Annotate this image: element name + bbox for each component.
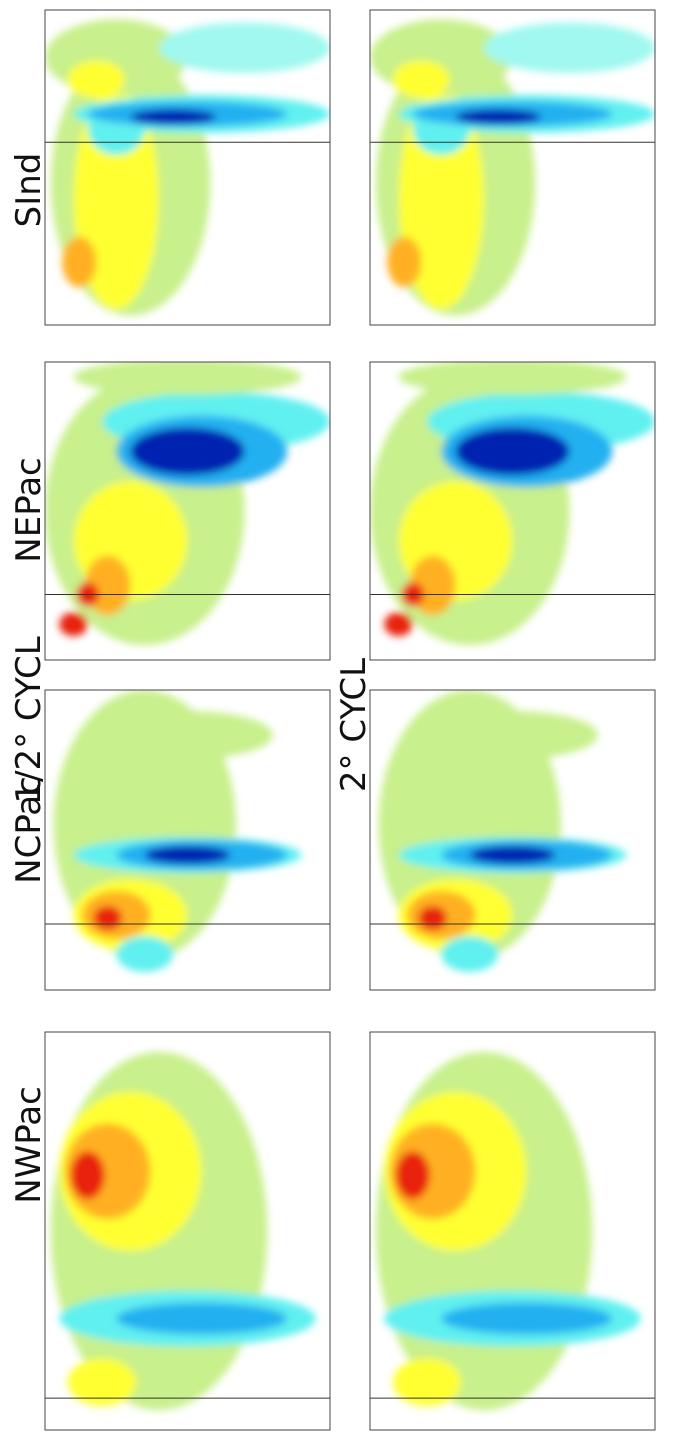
contour-blob xyxy=(469,846,556,864)
contour-blob xyxy=(392,1358,462,1407)
contour-panel xyxy=(44,9,331,326)
contour-panel xyxy=(44,1031,331,1431)
contour-blob xyxy=(62,236,97,288)
contour-blob xyxy=(144,846,231,864)
contour-blob xyxy=(93,906,122,930)
contour-blob xyxy=(392,60,450,99)
contour-panel xyxy=(369,9,656,326)
contour-blob xyxy=(418,906,447,930)
row-label: 2° CYCL xyxy=(334,658,374,792)
panel-frame xyxy=(369,1031,656,1431)
contours xyxy=(45,362,330,646)
panel-frame xyxy=(44,689,331,991)
region-label: NEPac xyxy=(9,457,49,562)
contour-panel xyxy=(44,689,331,991)
contour-blob xyxy=(67,1358,137,1407)
contour-blob xyxy=(59,612,88,637)
contour-blob xyxy=(484,22,655,73)
contour-panel xyxy=(369,361,656,661)
panel-frame xyxy=(44,1031,331,1431)
panel-frame xyxy=(44,9,331,326)
region-label: NWPac xyxy=(9,1086,49,1204)
region-label: SInd xyxy=(9,153,49,228)
row-label: 1/2° CYCL xyxy=(9,636,49,803)
contour-blob xyxy=(159,22,330,73)
contour-blob xyxy=(116,936,174,972)
panel-frame xyxy=(44,361,331,661)
panel-frame xyxy=(369,361,656,661)
contours xyxy=(370,19,655,316)
contour-panel xyxy=(44,361,331,661)
contour-blob xyxy=(384,612,413,637)
contour-blob xyxy=(73,362,302,395)
panel-frame xyxy=(369,9,656,326)
contour-blob xyxy=(102,711,273,759)
contours xyxy=(53,690,302,972)
contours xyxy=(378,690,627,972)
contour-panel xyxy=(369,1031,656,1431)
contours xyxy=(375,1051,641,1411)
contour-blob xyxy=(116,1302,288,1335)
contours xyxy=(370,362,655,646)
contour-blob xyxy=(395,1151,430,1200)
contour-blob xyxy=(427,711,598,759)
contour-blob xyxy=(130,427,245,476)
contour-blob xyxy=(398,362,627,395)
contour-blob xyxy=(67,60,125,99)
contour-blob xyxy=(441,936,499,972)
contour-blob xyxy=(70,1151,105,1200)
region-label: NCPac xyxy=(9,776,49,884)
panels xyxy=(44,9,656,1431)
contour-blob xyxy=(130,109,216,125)
contours xyxy=(50,1051,316,1411)
contour-blob xyxy=(455,109,541,125)
contour-blob xyxy=(455,427,570,476)
contour-blob xyxy=(441,1302,613,1335)
contour-panel xyxy=(369,689,656,991)
contour-blob xyxy=(387,236,422,288)
panel-frame xyxy=(369,689,656,991)
